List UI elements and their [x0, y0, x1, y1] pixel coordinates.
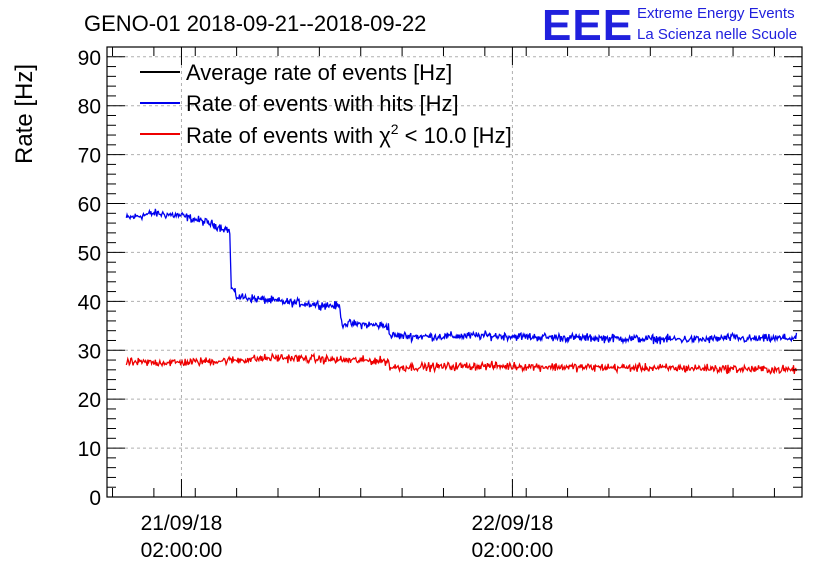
legend-label-chi2: Rate of events with χ2 < 10.0 [Hz] — [186, 121, 512, 148]
y-tick-label: 70 — [78, 145, 101, 168]
eee-logo-line1: Extreme Energy Events — [637, 5, 795, 22]
eee-logo: EEE Extreme Energy Events La Scienza nel… — [542, 1, 797, 50]
eee-logo-mark: EEE — [542, 1, 633, 50]
y-tick-label: 60 — [78, 194, 101, 217]
chart-title: GENO-01 2018-09-21--2018-09-22 — [84, 11, 426, 36]
y-tick-label: 30 — [78, 340, 101, 363]
y-tick-label: 40 — [78, 291, 101, 314]
y-tick-label: 80 — [78, 96, 101, 119]
grid-lines — [107, 47, 802, 497]
series-line-1 — [125, 208, 798, 345]
legend-label-average: Average rate of events [Hz] — [186, 60, 452, 85]
series-line-2 — [125, 352, 798, 375]
legend: Average rate of events [Hz] Rate of even… — [140, 60, 512, 148]
y-tick-label: 20 — [78, 389, 101, 412]
y-axis-label: Rate [Hz] — [11, 64, 38, 164]
eee-logo-line2: La Scienza nelle Scuole — [637, 26, 797, 43]
y-tick-label: 0 — [89, 487, 101, 510]
x-tick-date: 22/09/18 — [472, 512, 554, 535]
x-tick-date: 21/09/18 — [141, 512, 223, 535]
legend-label-hits: Rate of events with hits [Hz] — [186, 91, 459, 116]
y-tick-label: 90 — [78, 47, 101, 70]
x-tick-time: 02:00:00 — [472, 539, 554, 562]
y-tick-label: 50 — [78, 242, 101, 265]
y-tick-label: 10 — [78, 438, 101, 461]
series-lines — [125, 208, 798, 375]
x-tick-time: 02:00:00 — [141, 539, 223, 562]
axis-ticks: 0 10 20 30 40 50 60 70 80 90 21/09/18 02:00:00 22/09… — [78, 46, 802, 562]
